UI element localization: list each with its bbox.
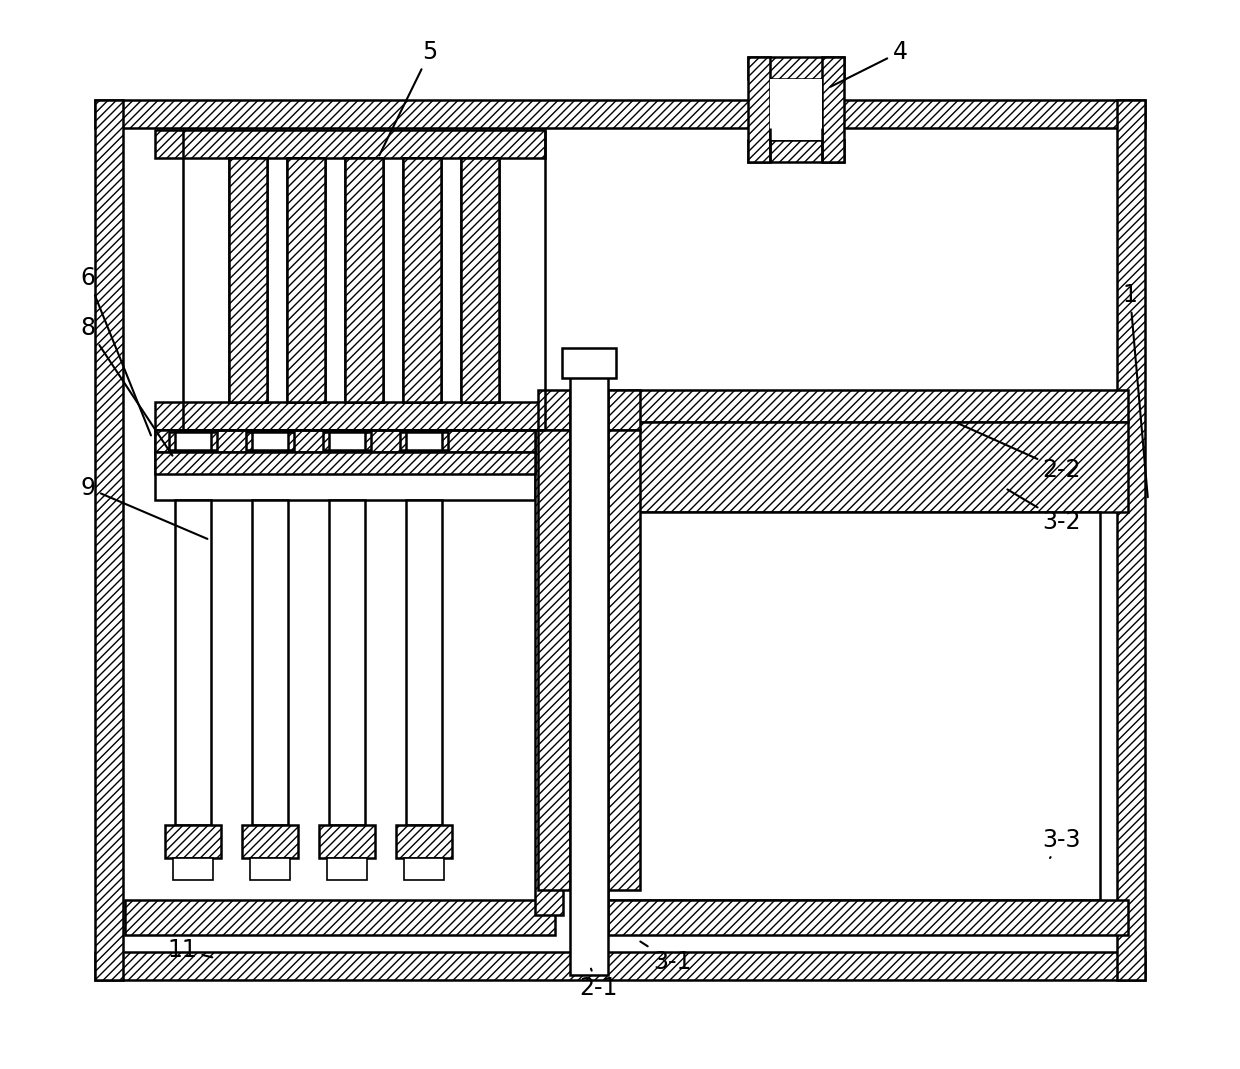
- Bar: [252, 432, 288, 450]
- Bar: [246, 432, 294, 450]
- Bar: [286, 158, 325, 402]
- Bar: [250, 858, 290, 880]
- Bar: [169, 432, 217, 450]
- Bar: [155, 452, 534, 474]
- Bar: [345, 158, 383, 402]
- Text: 11: 11: [167, 938, 212, 962]
- Bar: [608, 390, 1128, 422]
- Bar: [461, 158, 498, 402]
- Bar: [165, 825, 221, 858]
- Bar: [396, 825, 453, 858]
- Bar: [748, 57, 844, 79]
- Bar: [538, 390, 570, 430]
- Bar: [155, 430, 534, 452]
- Bar: [319, 825, 374, 858]
- Bar: [538, 430, 570, 890]
- Bar: [286, 158, 325, 402]
- Bar: [155, 130, 546, 158]
- Bar: [345, 158, 383, 402]
- Bar: [174, 858, 213, 880]
- Bar: [608, 512, 1100, 900]
- Bar: [608, 390, 640, 430]
- Text: 5: 5: [379, 40, 438, 155]
- Bar: [1117, 100, 1145, 980]
- Bar: [608, 900, 1128, 935]
- Bar: [562, 348, 616, 378]
- Bar: [327, 858, 367, 880]
- Bar: [242, 825, 298, 858]
- Text: 1: 1: [1122, 283, 1148, 497]
- Bar: [405, 432, 441, 450]
- Bar: [155, 402, 546, 430]
- Bar: [461, 158, 498, 402]
- Bar: [125, 900, 556, 935]
- Bar: [229, 158, 267, 402]
- Text: 3-3: 3-3: [1043, 828, 1081, 858]
- Bar: [748, 57, 770, 162]
- Bar: [822, 57, 844, 162]
- Text: 6: 6: [81, 266, 151, 435]
- Bar: [329, 432, 365, 450]
- Bar: [95, 100, 1145, 128]
- Text: 3-2: 3-2: [1007, 490, 1081, 534]
- Bar: [175, 500, 211, 825]
- Bar: [534, 430, 563, 915]
- Bar: [229, 158, 267, 402]
- Bar: [329, 500, 365, 825]
- Bar: [95, 100, 123, 980]
- Bar: [748, 140, 844, 162]
- Text: 4: 4: [831, 40, 908, 87]
- Bar: [405, 500, 441, 825]
- Bar: [401, 432, 448, 450]
- Bar: [175, 432, 211, 450]
- Text: 2-2: 2-2: [957, 423, 1081, 482]
- Text: 9: 9: [81, 476, 207, 539]
- Bar: [155, 430, 534, 500]
- Bar: [252, 500, 288, 825]
- Text: 2-1: 2-1: [579, 969, 618, 1000]
- Bar: [403, 158, 441, 402]
- Bar: [770, 79, 822, 140]
- Bar: [403, 158, 441, 402]
- Bar: [184, 158, 546, 402]
- Bar: [608, 430, 640, 890]
- Text: 3-1: 3-1: [640, 942, 691, 974]
- Bar: [322, 432, 371, 450]
- Bar: [404, 858, 444, 880]
- Text: 8: 8: [81, 316, 172, 455]
- Bar: [95, 952, 1145, 980]
- Bar: [608, 422, 1128, 512]
- Bar: [570, 375, 608, 975]
